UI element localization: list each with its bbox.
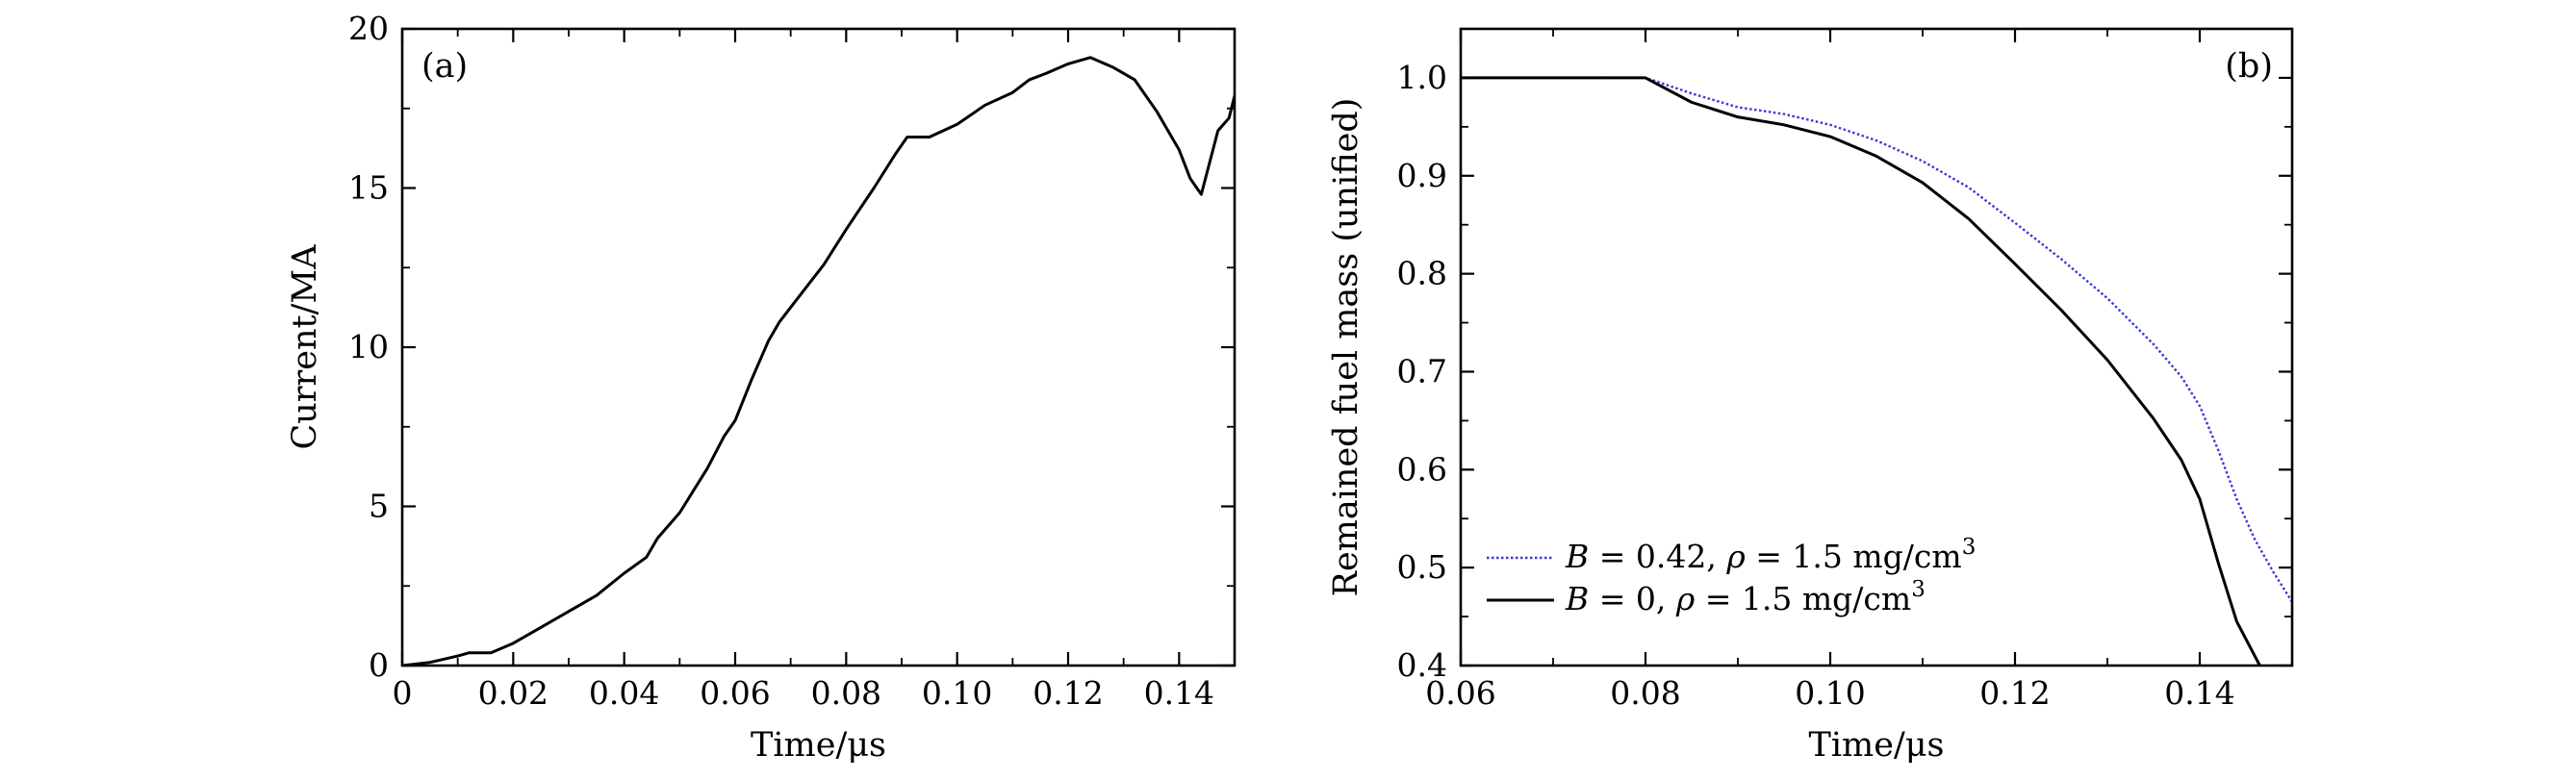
legend-entry: B = 0.42, ρ = 1.5 mg/cm3: [1565, 535, 1976, 575]
y-tick-label: 0.8: [1397, 255, 1447, 292]
x-tick-label: 0.14: [2164, 674, 2234, 712]
y-axis-label: Current/MA: [286, 244, 324, 450]
y-tick-label: 5: [369, 488, 389, 525]
legend-entry: B = 0, ρ = 1.5 mg/cm3: [1565, 577, 1926, 617]
y-tick-label: 0.9: [1397, 157, 1447, 194]
x-axis-label: Time/μs: [1809, 726, 1945, 765]
y-tick-label: 15: [348, 169, 389, 207]
x-tick-label: 0.14: [1144, 674, 1214, 712]
x-tick-label: 0.08: [1610, 674, 1680, 712]
plot-frame: [1459, 27, 2294, 667]
x-tick-label: 0.06: [700, 674, 770, 712]
y-axis-label: Remained fuel mass (unified): [1327, 98, 1365, 597]
x-tick-label: 0.02: [478, 674, 548, 712]
x-tick-label: 0.12: [1033, 674, 1103, 712]
x-axis-label: Time/μs: [751, 726, 886, 765]
x-tick-label: 0.12: [1979, 674, 2050, 712]
x-tick-label: 0.10: [922, 674, 992, 712]
x-tick-label: 0.04: [589, 674, 659, 712]
panel-b: 0.06 0.08 0.10 0.12 0.14 0.4 0.5 0.6 0.7 0.8 0.9 1.…: [1327, 27, 2294, 765]
series-line-0-0: [402, 56, 1235, 666]
y-tick-label: 10: [348, 328, 389, 365]
y-tick-label: 0.6: [1397, 450, 1447, 488]
y-tick-label: 0.5: [1397, 548, 1447, 586]
x-tick-label: 0.08: [811, 674, 881, 712]
panel-a: 0 0.02 0.04 0.06 0.08 0.10 0.12 0.14 0 5 10 15 20 Tim…: [286, 10, 1237, 765]
panel-label: (a): [421, 47, 468, 86]
y-tick-label: 20: [348, 10, 389, 47]
y-tick-label: 0.4: [1397, 646, 1447, 684]
x-tick-label: 0.06: [1425, 674, 1495, 712]
x-tick-label: 0: [393, 674, 413, 712]
y-tick-label: 0.7: [1397, 352, 1447, 390]
x-tick-label: 0.10: [1795, 674, 1865, 712]
y-tick-label: 0: [369, 646, 389, 684]
plot-frame: [400, 27, 1237, 667]
panel-label: (b): [2225, 47, 2273, 86]
series-line-1-1: [1461, 76, 2261, 666]
y-tick-label: 1.0: [1397, 59, 1447, 96]
